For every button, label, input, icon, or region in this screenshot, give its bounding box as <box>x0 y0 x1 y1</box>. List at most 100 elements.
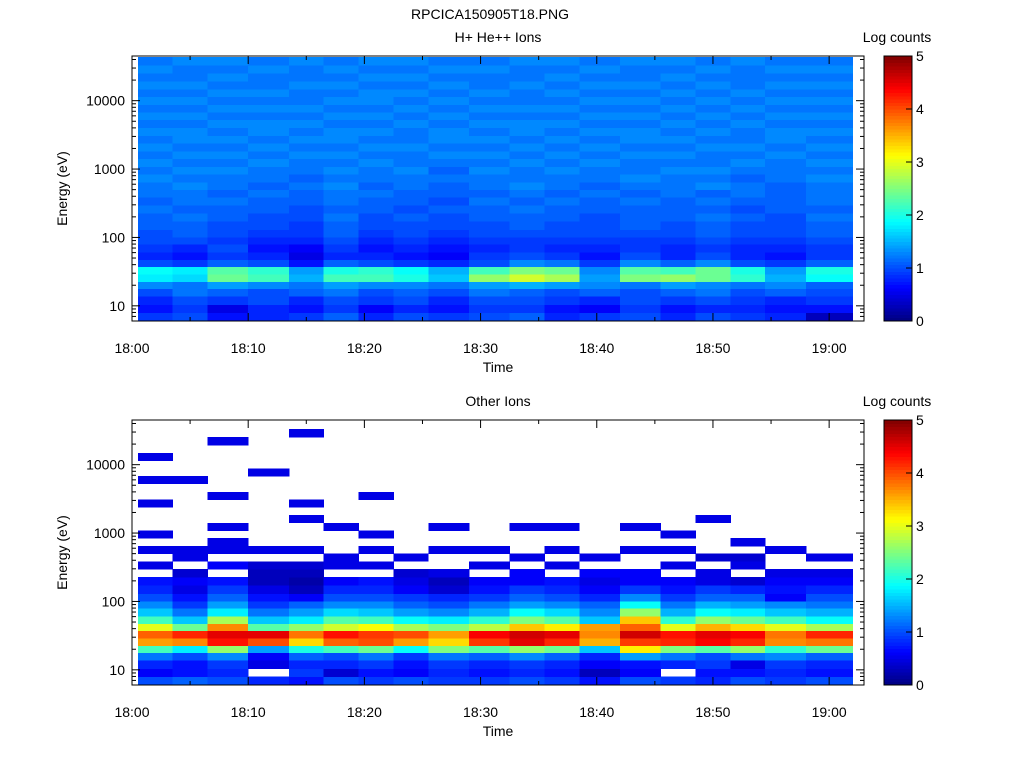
heatmap-cell <box>620 229 662 238</box>
heatmap-cell <box>660 158 696 167</box>
colorbar-swatch <box>884 675 912 679</box>
heatmap-cell <box>695 174 731 183</box>
colorbar-swatch <box>884 595 912 600</box>
heatmap-cell <box>544 119 580 129</box>
heatmap-cell <box>695 88 731 98</box>
heatmap-cell <box>137 637 174 646</box>
heatmap-cell <box>248 585 290 594</box>
heatmap-cell <box>358 545 394 554</box>
colorbar-swatch <box>884 489 912 494</box>
heatmap-cell <box>730 73 766 82</box>
heatmap-cell <box>358 660 394 670</box>
heatmap-cell <box>323 88 359 98</box>
heatmap-cell <box>393 637 429 646</box>
heatmap-cell <box>428 73 470 82</box>
heatmap-cell <box>428 88 470 98</box>
heatmap-cell <box>620 81 662 90</box>
heatmap-cell <box>805 189 853 198</box>
heatmap-cell <box>509 189 545 198</box>
heatmap-cell <box>323 561 359 570</box>
colorbar-swatch <box>884 658 912 663</box>
heatmap-cell <box>509 637 545 646</box>
heatmap-cell <box>137 304 174 314</box>
heatmap-cell <box>288 288 325 297</box>
heatmap-cell <box>207 538 249 547</box>
heatmap-cell <box>805 205 853 214</box>
heatmap-cell <box>695 645 731 653</box>
heatmap-cell <box>393 65 429 74</box>
heatmap-cell <box>620 143 662 152</box>
heatmap-cell <box>765 181 807 190</box>
heatmap-cell <box>579 668 621 678</box>
colorbar-swatch <box>884 231 912 236</box>
heatmap-cell <box>620 236 662 245</box>
heatmap-cell <box>207 73 249 82</box>
heatmap-cell <box>620 623 662 632</box>
heatmap-cell <box>660 259 696 268</box>
heatmap-cell <box>137 652 174 661</box>
colorbar-swatch <box>884 218 912 223</box>
colorbar-swatch <box>884 459 912 464</box>
heatmap-cell <box>765 143 807 152</box>
heatmap-cell <box>695 104 731 113</box>
heatmap-cell <box>358 312 394 321</box>
heatmap-cell <box>509 266 545 275</box>
heatmap-cell <box>323 111 359 121</box>
heatmap-cell <box>428 576 470 586</box>
heatmap-cell <box>695 630 731 639</box>
heatmap-cell <box>358 244 394 253</box>
heatmap-cell <box>695 569 731 578</box>
heatmap-cell <box>660 143 696 152</box>
heatmap-cell <box>579 135 621 144</box>
heatmap-cell <box>172 304 208 314</box>
heatmap-cell <box>544 623 580 632</box>
heatmap-cell <box>765 244 807 253</box>
heatmap-cell <box>393 104 429 113</box>
colorbar-swatch <box>884 572 912 577</box>
heatmap-cell <box>468 668 511 678</box>
heatmap-cell <box>544 660 580 670</box>
heatmap-cell <box>468 312 511 321</box>
heatmap-cell <box>137 229 174 238</box>
x-tick-label: 18:00 <box>114 340 149 356</box>
heatmap-cell <box>323 65 359 74</box>
heatmap-cell <box>765 266 807 275</box>
heatmap-cell <box>730 244 766 253</box>
colorbar-swatch <box>884 72 912 77</box>
heatmap-cell <box>468 576 511 586</box>
heatmap-cell <box>137 57 174 66</box>
heatmap-cell <box>288 668 325 678</box>
colorbar-swatch <box>884 132 912 136</box>
heatmap-cell <box>468 135 511 144</box>
heatmap-cell <box>695 608 731 617</box>
colorbar-swatch <box>884 195 912 199</box>
heatmap-cell <box>172 212 208 222</box>
heatmap-cell <box>805 197 853 206</box>
heatmap-cell <box>288 660 325 670</box>
colorbar-swatch <box>884 449 912 454</box>
heatmap-cell <box>323 259 359 268</box>
heatmap-cell <box>248 251 290 260</box>
heatmap-cell <box>137 585 174 594</box>
heatmap-cell <box>695 236 731 245</box>
colorbar-frame <box>883 55 913 322</box>
heatmap-cell <box>207 135 249 144</box>
colorbar-swatch <box>884 638 912 643</box>
heatmap-cell <box>765 119 807 129</box>
heatmap-cell <box>579 645 621 653</box>
heatmap-cell <box>620 652 662 661</box>
colorbar-swatch <box>884 542 912 547</box>
heatmap-cell <box>428 652 470 661</box>
y-tick-label: 100 <box>102 229 126 245</box>
heatmap-cell <box>172 104 208 113</box>
heatmap-cell <box>207 676 249 685</box>
heatmap-cell <box>428 251 470 260</box>
heatmap-cell <box>172 623 208 632</box>
heatmap-cell <box>323 273 359 282</box>
heatmap-cell <box>428 96 470 105</box>
heatmap-cell <box>288 561 325 570</box>
heatmap-cell <box>695 515 731 524</box>
colorbar-swatch <box>884 148 912 153</box>
heatmap-cell <box>765 304 807 314</box>
heatmap-cell <box>288 304 325 314</box>
